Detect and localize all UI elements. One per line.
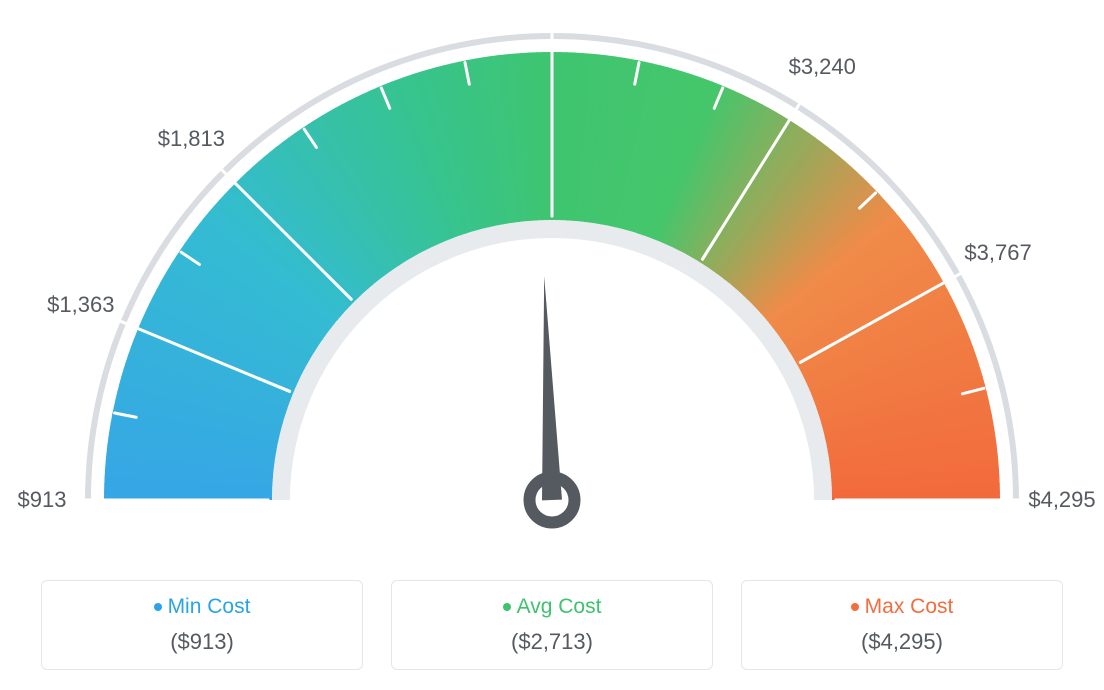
- gauge-tick-label: $1,813: [158, 126, 225, 152]
- gauge-tick-label: $1,363: [47, 292, 114, 318]
- legend-avg-card: Avg Cost ($2,713): [391, 580, 713, 670]
- legend-max-card: Max Cost ($4,295): [741, 580, 1063, 670]
- gauge-tick-label: $4,295: [1028, 487, 1095, 513]
- legend-max-label: Max Cost: [865, 595, 954, 619]
- gauge-tick-label: $913: [18, 487, 67, 513]
- cost-gauge: $913 $1,363 $1,813 $2,713 $3,240 $3,767 $4,295: [0, 0, 1104, 560]
- gauge-tick-label: $2,713: [518, 0, 585, 3]
- legend-min-value: ($913): [42, 629, 362, 655]
- legend-max-value: ($4,295): [742, 629, 1062, 655]
- legend-avg-dot: [503, 603, 511, 611]
- legend: Min Cost ($913) Avg Cost ($2,713) Max Co…: [0, 580, 1104, 670]
- gauge-tick-label: $3,240: [789, 54, 856, 80]
- legend-min-label: Min Cost: [168, 595, 251, 619]
- legend-max-dot: [851, 603, 859, 611]
- legend-avg-label: Avg Cost: [517, 595, 602, 619]
- gauge-tick-label: $3,767: [964, 240, 1031, 266]
- legend-avg-value: ($2,713): [392, 629, 712, 655]
- legend-min-card: Min Cost ($913): [41, 580, 363, 670]
- legend-min-dot: [154, 603, 162, 611]
